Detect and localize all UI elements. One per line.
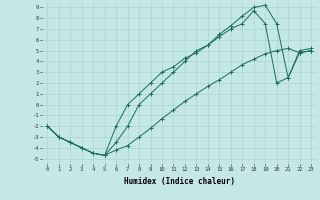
X-axis label: Humidex (Indice chaleur): Humidex (Indice chaleur)	[124, 177, 235, 186]
